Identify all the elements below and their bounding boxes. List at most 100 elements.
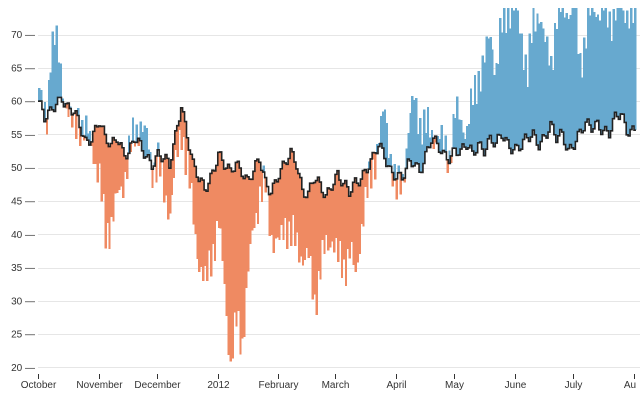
bar-below — [311, 183, 314, 300]
bar-above — [551, 70, 555, 125]
bar-below — [270, 193, 273, 236]
bar-below — [233, 171, 236, 313]
y-axis: 20 — 25 — 30 — 35 — 40 — 45 — 50 — 55 — 60 — 65 —… — [11, 30, 35, 374]
bar-above — [522, 69, 525, 140]
bar-below — [325, 194, 328, 236]
bar-above — [530, 42, 533, 138]
bar-below — [305, 197, 309, 249]
bar-below — [188, 150, 191, 189]
bar-above — [86, 133, 90, 141]
bar-above — [495, 63, 498, 144]
bar-below — [166, 158, 170, 220]
y-tick-label: 30 — — [11, 296, 35, 307]
bar-above — [131, 117, 135, 142]
bar-above — [618, 8, 621, 120]
bar-below — [309, 183, 312, 256]
bar-above — [491, 49, 494, 143]
bar-above — [69, 106, 72, 109]
bar-above — [528, 33, 531, 142]
bar-above — [385, 123, 389, 167]
bar-below — [278, 178, 281, 240]
bar-above — [381, 111, 385, 149]
bar-above — [463, 138, 467, 148]
bar-above — [512, 10, 516, 150]
x-tick-label: 2012 — [207, 380, 230, 391]
bar-below — [116, 142, 119, 193]
bar-below — [231, 171, 234, 359]
bar-above — [563, 17, 566, 145]
bar-below — [450, 155, 453, 164]
bar-below — [114, 140, 117, 194]
bar-above — [569, 14, 572, 145]
bar-above — [561, 8, 565, 133]
bar-below — [202, 180, 205, 281]
bar-below — [190, 154, 193, 183]
bar-below — [133, 142, 137, 147]
bar-above — [536, 13, 539, 146]
bar-below — [79, 127, 82, 147]
y-tick-label: 70 — — [11, 30, 35, 41]
bar-below — [194, 166, 197, 235]
bar-above — [598, 20, 602, 130]
bar-below — [221, 160, 225, 262]
bar-above — [626, 10, 629, 135]
bar-above — [462, 132, 465, 144]
bar-above — [518, 33, 522, 151]
bar-below — [374, 152, 377, 180]
bar-above — [383, 109, 387, 159]
bar-below — [290, 148, 293, 247]
bar-below — [176, 125, 180, 157]
bar-below — [315, 180, 318, 315]
bar-above — [481, 55, 484, 150]
bar-below — [174, 130, 178, 150]
x-tick-label: November — [76, 380, 123, 391]
bar-below — [354, 177, 357, 272]
bar-above — [479, 91, 482, 143]
bar-below — [297, 173, 301, 263]
bar-above — [77, 108, 80, 116]
bar-below — [360, 179, 363, 224]
bar-above — [634, 8, 637, 131]
bar-below — [252, 171, 256, 228]
x-tick-label: June — [505, 380, 527, 391]
bar-above — [262, 165, 266, 173]
bar-below — [321, 192, 324, 240]
bar-above — [630, 8, 633, 130]
bar-below — [120, 142, 123, 187]
bar-below — [313, 182, 316, 295]
bar-above — [411, 95, 414, 167]
y-tick-label: 60 — — [11, 97, 35, 108]
bar-below — [356, 183, 359, 263]
bar-below — [239, 168, 242, 355]
bar-above — [501, 32, 504, 139]
bar-below — [159, 156, 162, 177]
bar-above — [624, 23, 627, 123]
bar-above — [546, 36, 549, 139]
bar-above — [467, 124, 471, 148]
bar-below — [329, 189, 332, 248]
bar-above — [520, 33, 524, 150]
bar-below — [280, 168, 283, 226]
bar-below — [155, 156, 158, 183]
bar-above — [549, 55, 553, 122]
bar-below — [237, 161, 240, 312]
bar-above — [139, 121, 142, 141]
bar-above — [483, 62, 486, 156]
bar-above — [581, 77, 584, 133]
bar-below — [299, 177, 303, 257]
bar-above — [424, 132, 428, 152]
bar-below — [125, 158, 129, 180]
bar-below — [241, 176, 244, 339]
bar-above — [145, 128, 148, 157]
bar-below — [215, 165, 219, 222]
bar-below — [293, 162, 297, 246]
bar-below — [102, 126, 105, 194]
bar-above — [579, 52, 582, 130]
bar-below — [123, 155, 127, 172]
y-tick-label: 40 — — [11, 230, 35, 241]
x-tick-label: July — [565, 380, 583, 391]
bar-below — [170, 159, 174, 195]
bar-above — [553, 23, 557, 135]
difference-bars — [38, 8, 637, 362]
bar-above — [503, 8, 506, 141]
